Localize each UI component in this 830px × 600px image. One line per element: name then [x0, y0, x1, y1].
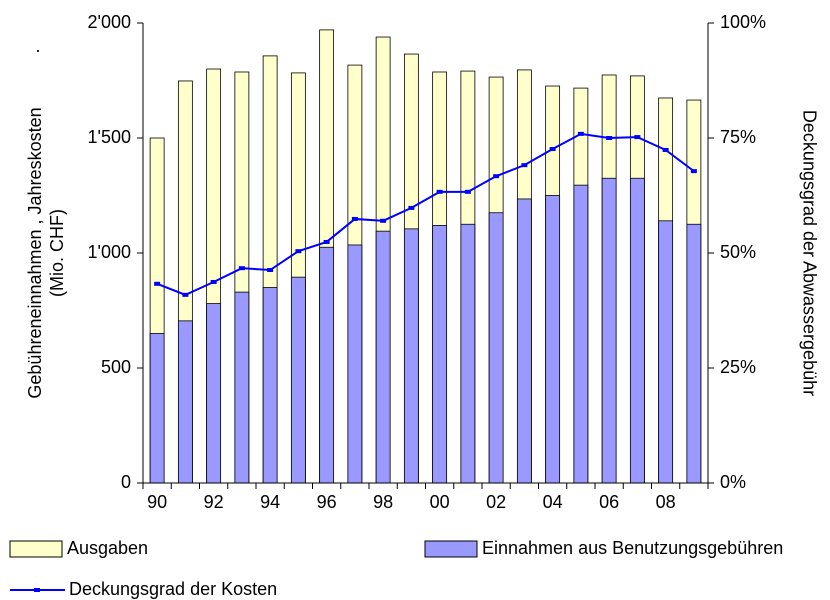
y2-tick-label: 100% — [720, 12, 766, 32]
line-marker — [634, 135, 641, 140]
line-marker — [295, 249, 302, 254]
x-tick-label: 94 — [260, 492, 280, 512]
line-marker — [351, 216, 358, 221]
bar — [347, 244, 363, 484]
bar — [177, 320, 193, 484]
line-marker — [380, 218, 387, 223]
x-tick-label: 90 — [147, 492, 167, 512]
line-marker — [267, 268, 274, 273]
x-tick-label: 98 — [373, 492, 393, 512]
line-marker — [521, 163, 528, 168]
bar — [262, 287, 278, 484]
y-tick-label: 1'500 — [88, 127, 131, 147]
line-marker — [690, 169, 697, 174]
x-tick-label: 04 — [543, 492, 563, 512]
bar — [206, 303, 222, 484]
y2-tick-label: 75% — [720, 127, 756, 147]
bar — [601, 177, 617, 484]
bar — [460, 223, 476, 484]
bar — [234, 291, 250, 484]
annotation: . — [35, 36, 40, 56]
bar — [290, 276, 306, 484]
legend-label: Ausgaben — [67, 538, 148, 558]
bar — [516, 198, 532, 484]
line-marker — [606, 136, 613, 140]
line-marker — [493, 174, 500, 179]
bar — [629, 177, 645, 484]
y2-tick-label: 50% — [720, 242, 756, 262]
line-marker — [323, 239, 330, 244]
y-tick-label: 500 — [101, 357, 131, 377]
legend-swatch — [424, 540, 478, 558]
y2-tick-label: 25% — [720, 357, 756, 377]
y-tick-label: 2'000 — [88, 12, 131, 32]
line-marker — [408, 205, 415, 210]
x-tick-label: 06 — [599, 492, 619, 512]
line-marker — [549, 147, 556, 152]
bar — [658, 220, 674, 484]
y2-tick-label: 0% — [720, 472, 746, 492]
bar — [375, 230, 391, 484]
bar — [403, 228, 419, 484]
legend-label: Deckungsgrad der Kosten — [69, 579, 277, 599]
legend-swatch — [9, 540, 63, 558]
y-axis-label: (Mio. CHF) — [47, 209, 67, 297]
y-axis-label: Gebühreneinnahmen , Jahreskosten — [25, 107, 45, 398]
line-marker — [436, 189, 443, 194]
legend-marker — [34, 588, 40, 592]
line-marker — [238, 266, 245, 271]
bar — [488, 212, 504, 484]
line-marker — [210, 279, 217, 284]
line — [156, 132, 695, 296]
x-tick-label: 96 — [317, 492, 337, 512]
bar — [432, 224, 448, 484]
y-tick-label: 0 — [121, 472, 131, 492]
line-marker — [662, 147, 669, 152]
y2-axis-label: Deckungsgrad der Abwassergebühr — [799, 110, 819, 396]
y-tick-label: 1'000 — [88, 242, 131, 262]
bar — [545, 195, 561, 484]
x-tick-label: 08 — [656, 492, 676, 512]
x-tick-label: 92 — [204, 492, 224, 512]
line-marker — [182, 292, 189, 297]
bar — [686, 223, 702, 484]
x-tick-label: 00 — [430, 492, 450, 512]
line-marker — [577, 131, 584, 136]
bar — [149, 333, 165, 484]
legend-label: Einnahmen aus Benutzungsgebühren — [482, 538, 783, 558]
line-marker — [464, 189, 471, 194]
line-marker — [154, 281, 161, 286]
x-tick-label: 02 — [486, 492, 506, 512]
bar — [573, 184, 589, 484]
bar — [319, 246, 335, 484]
